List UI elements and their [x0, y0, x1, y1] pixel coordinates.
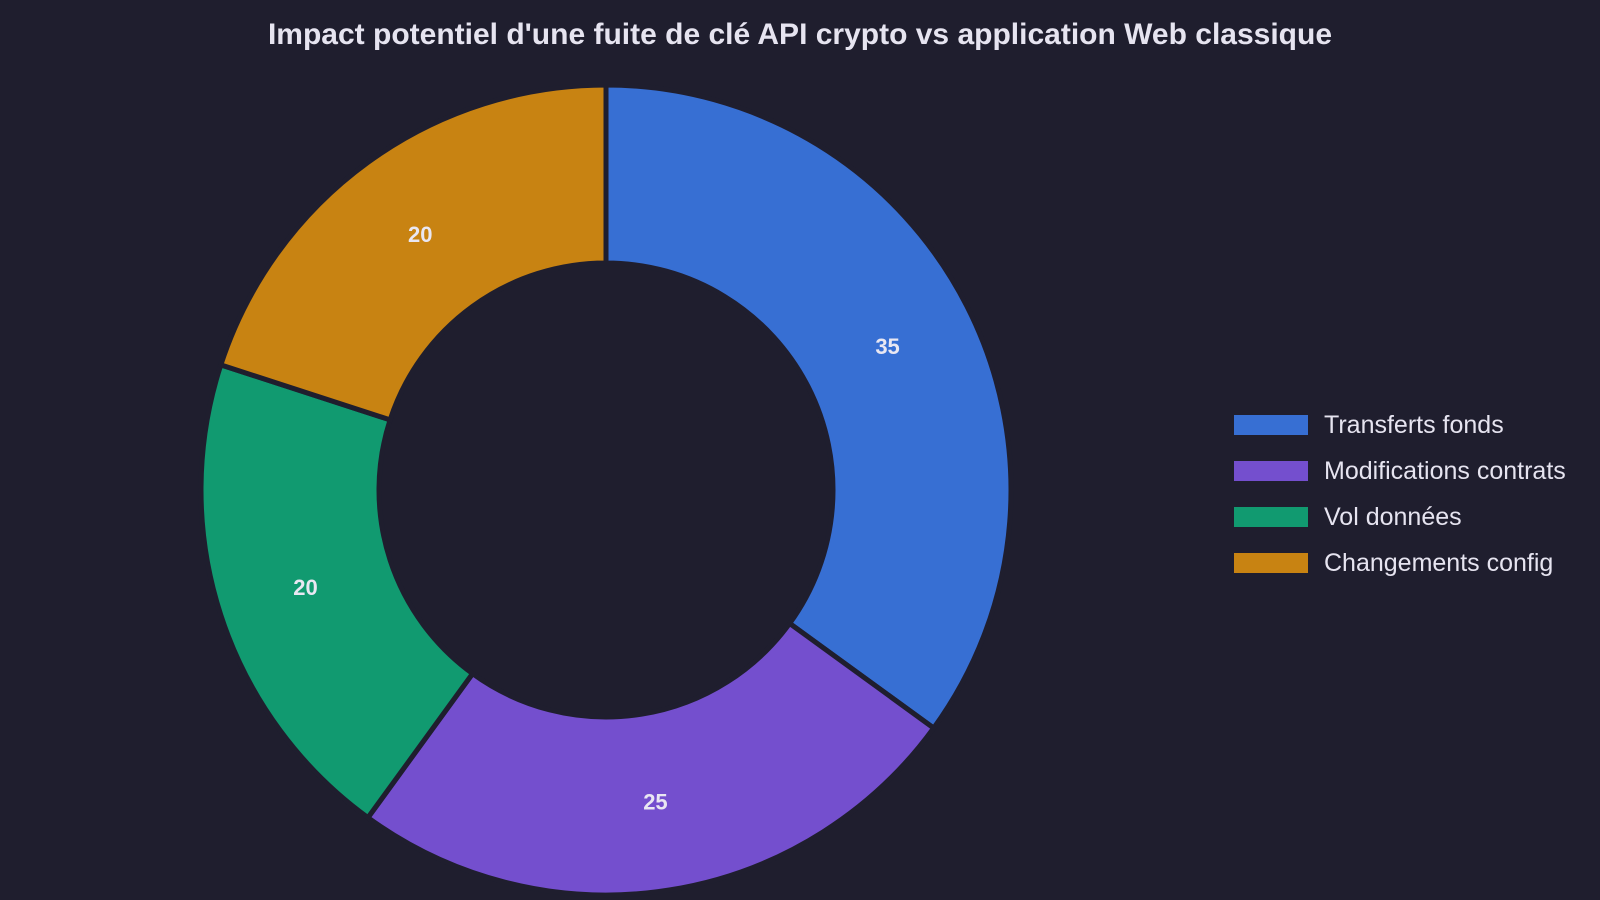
legend-item-transferts-fonds: Transferts fonds	[1234, 402, 1566, 448]
legend-label: Transferts fonds	[1324, 410, 1504, 439]
donut-slices	[198, 82, 1014, 898]
legend-label: Vol données	[1324, 502, 1462, 531]
chart-title: Impact potentiel d'une fuite de clé API …	[267, 18, 1333, 51]
legend-item-changements-config: Changements config	[1234, 540, 1566, 586]
legend-swatch	[1234, 461, 1308, 481]
slice-changements-config	[217, 82, 609, 424]
legend-swatch	[1234, 553, 1308, 573]
slice-vol-donnees	[198, 361, 477, 822]
legend-label: Changements config	[1324, 548, 1554, 577]
legend-item-vol-donnees: Vol données	[1234, 494, 1566, 540]
legend-label: Modifications contrats	[1324, 456, 1566, 485]
slice-modifications-contrats	[364, 619, 938, 898]
data-label-vol-donnees: 20	[293, 575, 317, 600]
slice-transferts-fonds	[603, 82, 1014, 732]
legend: Transferts fonds Modifications contrats …	[1234, 402, 1566, 586]
data-label-changements-config: 20	[408, 222, 432, 247]
legend-item-modifications-contrats: Modifications contrats	[1234, 448, 1566, 494]
data-label-modifications-contrats: 25	[643, 790, 667, 815]
legend-swatch	[1234, 415, 1308, 435]
data-label-transferts-fonds: 35	[875, 334, 899, 359]
donut-data-labels: 35 25 20 20	[293, 222, 900, 815]
legend-swatch	[1234, 507, 1308, 527]
